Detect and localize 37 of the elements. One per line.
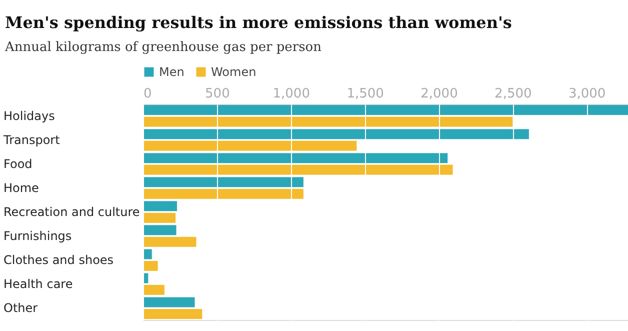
y-tick-label: Health care [4, 277, 73, 292]
chart-title: Men's spending results in more emissions than women's [5, 13, 512, 32]
bar [143, 249, 152, 260]
bar [143, 164, 453, 175]
bar [143, 201, 178, 212]
x-tick-label: 2,000 [420, 86, 458, 102]
bar [143, 297, 195, 308]
x-tick-label: 0 [144, 86, 152, 102]
y-tick-label: Food [4, 156, 32, 171]
x-tick-label: 500 [205, 86, 230, 102]
x-tick-label: 1,500 [346, 86, 384, 102]
bar [143, 153, 448, 164]
x-tick-label: 2,500 [494, 86, 532, 102]
legend-label: Women [211, 65, 256, 79]
bar [143, 140, 357, 151]
x-tick-label: 1,000 [272, 86, 310, 102]
bar [143, 177, 304, 188]
x-tick-label: 3,000 [568, 86, 606, 102]
chart-subtitle: Annual kilograms of greenhouse gas per person [4, 40, 322, 55]
bar [143, 236, 196, 247]
bar [143, 308, 202, 319]
y-tick-label: Holidays [4, 108, 55, 123]
bar [143, 129, 529, 140]
bar [143, 225, 176, 236]
y-tick-label: Other [4, 301, 38, 316]
y-tick-label: Transport [2, 132, 60, 147]
bar [143, 260, 158, 271]
bar [143, 212, 176, 223]
bar [143, 105, 628, 116]
y-tick-label: Clothes and shoes [4, 253, 114, 268]
bar [143, 188, 304, 199]
y-tick-label: Home [4, 180, 39, 195]
legend-label: Men [159, 65, 184, 79]
y-tick-label: Recreation and culture [4, 205, 140, 219]
bar [143, 116, 513, 127]
bar [143, 284, 164, 295]
y-tick-label: Furnishings [4, 229, 72, 244]
